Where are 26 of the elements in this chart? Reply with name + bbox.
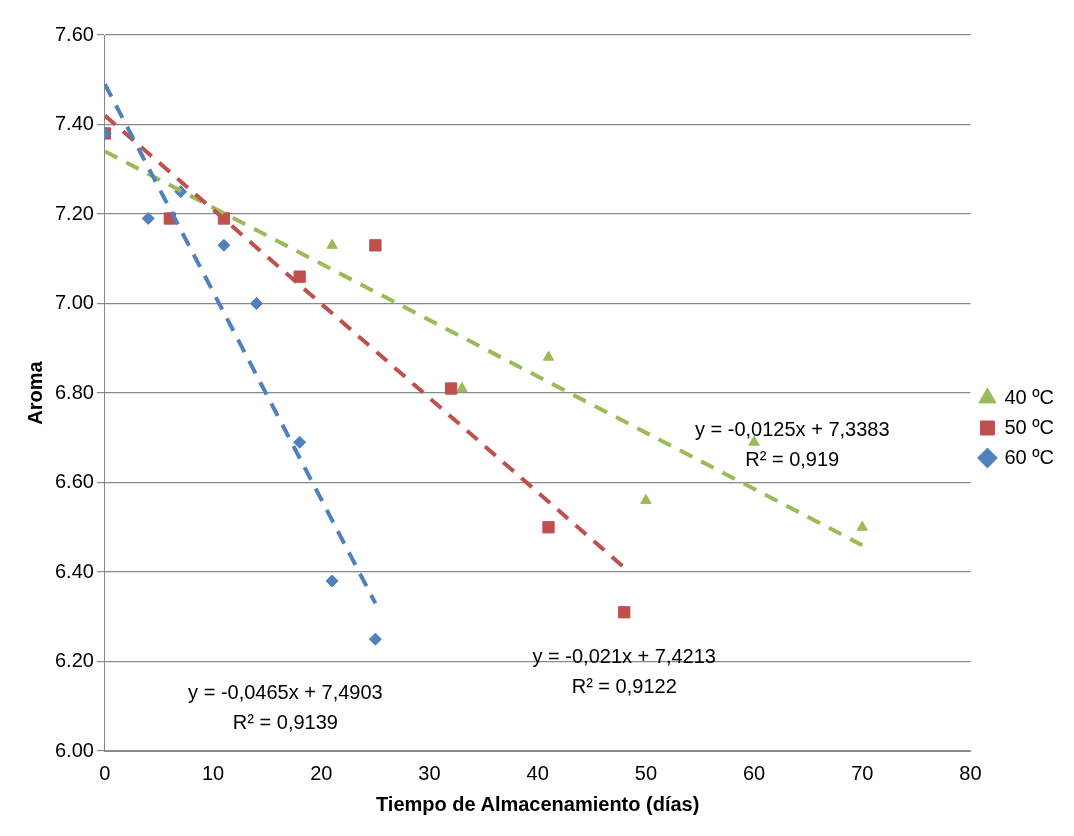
x-axis-title: Tiempo de Almacenamiento (días) [375, 792, 700, 815]
x-tick-label: 80 [959, 761, 982, 784]
legend-label: 50 ºC [1004, 415, 1055, 438]
x-tick-label: 10 [201, 761, 225, 784]
y-tick-label: 6.80 [54, 380, 94, 403]
y-tick-label: 6.40 [54, 559, 94, 582]
legend-label: 60 ºC [1004, 445, 1055, 468]
x-tick-label: 70 [851, 761, 874, 784]
annotation: y = -0,0125x + 7,3383 R² = 0,919 [694, 417, 890, 470]
x-tick-label: 50 [634, 761, 657, 784]
y-tick-label: 6.60 [54, 470, 94, 493]
x-tick-label: 40 [526, 761, 549, 784]
y-tick-label: 6.00 [54, 738, 94, 761]
annotation: y = -0,0465x + 7,4903 R² = 0,9139 [188, 680, 383, 733]
annotation: y = -0,021x + 7,4213 R² = 0,9122 [532, 645, 716, 698]
legend-label: 40 ºC [1004, 385, 1055, 408]
y-tick-label: 7.00 [54, 291, 94, 314]
x-tick-label: 0 [99, 761, 111, 784]
y-tick-label: 7.60 [54, 22, 94, 45]
y-tick-label: 7.20 [54, 201, 94, 224]
y-tick-label: 7.40 [54, 112, 94, 135]
x-tick-label: 30 [418, 761, 441, 784]
y-axis-title: Aroma [23, 360, 46, 425]
x-tick-label: 60 [742, 761, 766, 784]
y-tick-label: 6.20 [54, 649, 94, 672]
x-tick-label: 20 [310, 761, 333, 784]
